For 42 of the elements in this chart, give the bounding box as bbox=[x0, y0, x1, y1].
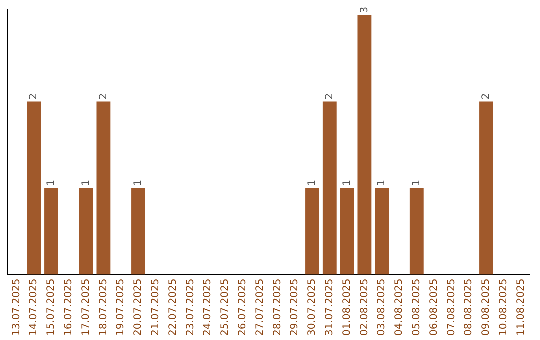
x-tick-label: 05.08.2025 bbox=[411, 278, 422, 336]
x-tick-label: 29.07.2025 bbox=[290, 278, 301, 336]
x-tick-label: 22.07.2025 bbox=[168, 278, 179, 336]
data-label: 2 bbox=[324, 93, 336, 100]
data-label: 1 bbox=[342, 180, 353, 186]
x-tick-label: 18.07.2025 bbox=[98, 278, 110, 336]
data-label: 1 bbox=[80, 180, 92, 186]
x-tick-label: 28.07.2025 bbox=[272, 278, 284, 336]
x-tick-label: 14.07.2025 bbox=[28, 278, 40, 336]
x-tick-label: 09.08.2025 bbox=[481, 278, 492, 336]
x-tick-label: 04.08.2025 bbox=[394, 278, 406, 336]
data-label: 1 bbox=[133, 180, 144, 186]
x-tick-label: 20.07.2025 bbox=[133, 278, 144, 336]
x-tick-label: 03.08.2025 bbox=[376, 278, 388, 336]
data-label: 1 bbox=[46, 180, 58, 186]
x-tick-label: 27.07.2025 bbox=[254, 278, 266, 336]
x-tick-label: 01.08.2025 bbox=[342, 278, 353, 336]
x-tick-label: 19.07.2025 bbox=[116, 278, 127, 336]
x-tick-label: 15.07.2025 bbox=[46, 278, 58, 336]
x-tick-label: 16.07.2025 bbox=[63, 278, 74, 336]
data-label: 2 bbox=[28, 93, 40, 100]
x-tick-label: 17.07.2025 bbox=[80, 278, 92, 336]
x-tick-label: 25.07.2025 bbox=[220, 278, 232, 336]
x-tick-label: 08.08.2025 bbox=[464, 278, 475, 336]
x-tick-label: 07.08.2025 bbox=[446, 278, 458, 336]
x-tick-label: 26.07.2025 bbox=[237, 278, 248, 336]
x-tick-label: 21.07.2025 bbox=[150, 278, 162, 336]
x-tick-label: 06.08.2025 bbox=[428, 278, 440, 336]
x-tick-label: 23.07.2025 bbox=[185, 278, 196, 336]
x-tick-label: 13.07.2025 bbox=[11, 278, 22, 336]
x-tick-label: 31.07.2025 bbox=[324, 278, 336, 336]
data-label: 3 bbox=[359, 6, 370, 14]
x-tick-label: 02.08.2025 bbox=[359, 278, 370, 336]
data-label: 2 bbox=[98, 93, 110, 100]
data-label: 1 bbox=[411, 180, 422, 186]
data-label: 1 bbox=[376, 180, 388, 186]
x-tick-label: 24.07.2025 bbox=[202, 278, 214, 336]
x-tick-label: 30.07.2025 bbox=[307, 278, 318, 336]
data-label: 2 bbox=[481, 93, 492, 100]
data-label: 1 bbox=[307, 180, 318, 186]
x-tick-label: 10.08.2025 bbox=[498, 278, 510, 336]
x-tick-label: 11.08.2025 bbox=[516, 278, 527, 336]
